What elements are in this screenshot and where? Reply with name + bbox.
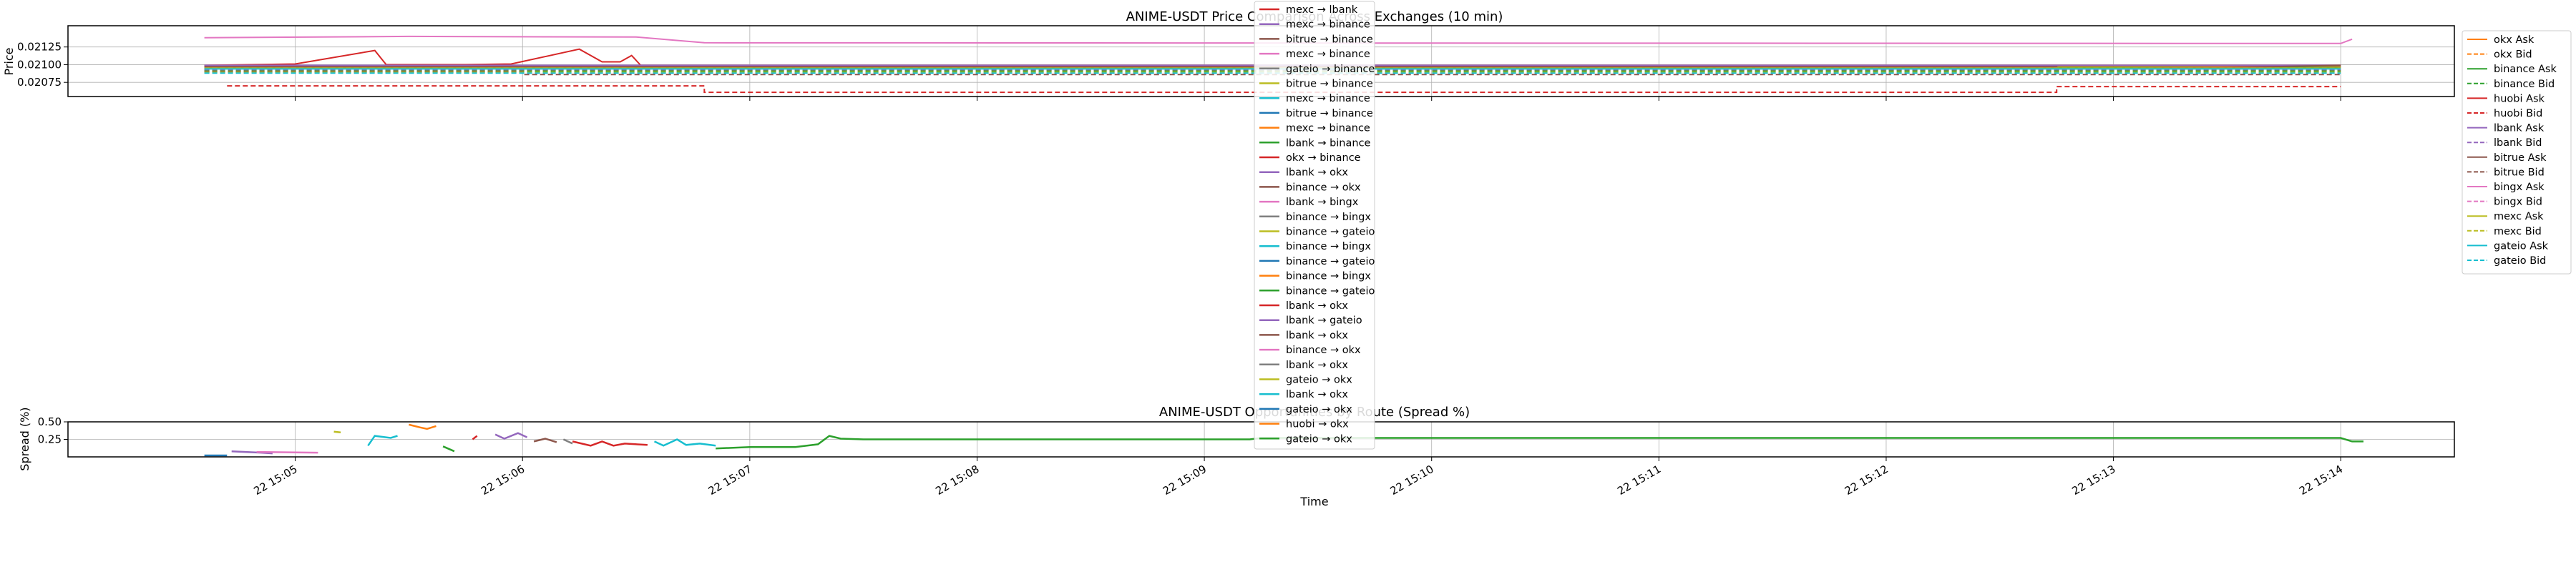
route-legend-label: mexc → lbank: [1286, 4, 1358, 16]
spread-segment-line: [562, 438, 573, 445]
spread-y-tick-label: 0.50: [38, 415, 62, 428]
route-legend-label: okx → binance: [1286, 152, 1361, 164]
price-legend-label: binance Bid: [2494, 79, 2555, 90]
route-legend-label: mexc → binance: [1286, 123, 1370, 134]
route-legend-label: lbank → gateio: [1286, 315, 1362, 327]
spread-segment-line: [442, 445, 455, 453]
spread-segment-line: [409, 423, 436, 430]
route-legend-label: binance → okx: [1286, 182, 1361, 193]
route-legend-label: binance → gateio: [1286, 285, 1375, 297]
spread-segment-line: [333, 430, 341, 433]
route-legend-label: mexc → binance: [1286, 19, 1370, 31]
route-legend-label: gateio → binance: [1286, 64, 1375, 75]
route-legend-label: binance → bingx: [1286, 271, 1371, 282]
spread-segment-line: [653, 438, 716, 447]
spread-y-axis: 0.25 0.50: [38, 415, 68, 446]
spread-segment-line: [256, 450, 318, 454]
x-axis-label: Time: [1299, 495, 1328, 508]
route-legend-label: binance → bingx: [1286, 241, 1371, 252]
route-legend-label: binance → bingx: [1286, 212, 1371, 223]
price-legend-label: huobi Ask: [2494, 93, 2545, 104]
spread-y-tick-label: 0.25: [38, 433, 62, 446]
spread-segment-line: [472, 435, 478, 440]
route-legend-label: lbank → okx: [1286, 330, 1348, 341]
route-legend-label: gateio → okx: [1286, 375, 1352, 386]
route-legend-label: gateio → okx: [1286, 404, 1352, 415]
route-legend-label: bitrue → binance: [1286, 108, 1373, 119]
route-legend-label: lbank → okx: [1286, 300, 1348, 312]
price-legend-label: bingx Ask: [2494, 182, 2545, 193]
price-legend-label: binance Ask: [2494, 64, 2557, 75]
price-legend-label: lbank Ask: [2494, 123, 2545, 134]
price-y-tick-label: 0.02075: [17, 76, 62, 89]
route-legend-label: bitrue → binance: [1286, 34, 1373, 45]
price-legend-label: okx Bid: [2494, 49, 2532, 61]
route-legend-label: huobi → okx: [1286, 419, 1349, 430]
route-legend-label: lbank → okx: [1286, 360, 1348, 371]
spread-segment-line: [716, 435, 2363, 450]
price-legend-label: gateio Ask: [2494, 240, 2549, 252]
price-legend-label: bingx Bid: [2494, 197, 2542, 208]
price-legend-label: mexc Ask: [2494, 211, 2544, 222]
route-legend-label: lbank → bingx: [1286, 197, 1359, 208]
price-series-line: [204, 35, 2353, 44]
price-legend-label: bitrue Ask: [2494, 152, 2547, 164]
price-y-axis-label: Price: [2, 47, 16, 75]
spread-segment-line: [494, 432, 528, 440]
spread-segment-line: [533, 438, 557, 443]
price-y-tick-label: 0.02125: [17, 41, 62, 54]
spread-y-axis-label: Spread (%): [18, 407, 31, 470]
price-legend-label: bitrue Bid: [2494, 167, 2545, 178]
route-legend-label: binance → gateio: [1286, 227, 1375, 238]
route-legend: mexc → lbank mexc → binance bitrue → binan…: [1254, 1, 1375, 450]
route-legend-label: binance → okx: [1286, 345, 1361, 356]
price-series-line: [227, 85, 2341, 94]
price-legend: okx Ask okx Bid binance Ask binance Bid huob…: [2462, 30, 2572, 275]
price-legend-label: gateio Bid: [2494, 255, 2546, 267]
price-legend-label: lbank Bid: [2494, 137, 2542, 149]
price-legend-box: [2462, 30, 2572, 275]
route-legend-label: lbank → okx: [1286, 167, 1348, 179]
route-legend-label: lbank → binance: [1286, 137, 1371, 149]
price-y-axis: 0.02075 0.02100 0.02125: [17, 41, 68, 89]
route-legend-label: lbank → okx: [1286, 389, 1348, 400]
route-legend-label: mexc → binance: [1286, 93, 1370, 104]
price-series-line: [204, 48, 2341, 66]
spread-segment-line: [367, 435, 398, 447]
price-y-tick-label: 0.02100: [17, 58, 62, 71]
price-legend-label: huobi Bid: [2494, 108, 2542, 119]
spread-segment-line: [572, 440, 648, 447]
route-legend-box: [1254, 1, 1375, 450]
route-legend-label: gateio → okx: [1286, 433, 1352, 445]
route-legend-label: binance → gateio: [1286, 256, 1375, 267]
spread-series: [204, 423, 2363, 457]
price-legend-label: mexc Bid: [2494, 226, 2542, 237]
route-legend-label: bitrue → binance: [1286, 79, 1373, 90]
price-legend-label: okx Ask: [2494, 34, 2534, 46]
route-legend-label: mexc → binance: [1286, 49, 1370, 60]
